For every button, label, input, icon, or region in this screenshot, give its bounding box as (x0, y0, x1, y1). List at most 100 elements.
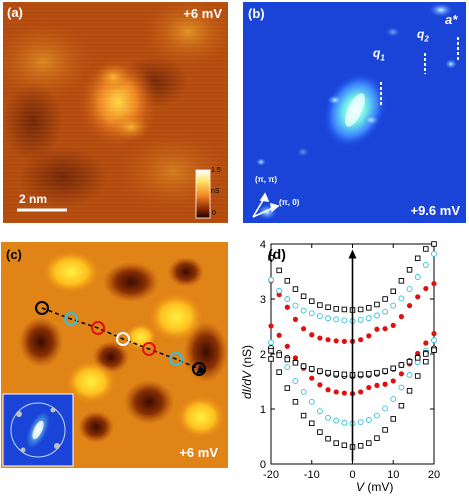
linecut-path (41, 307, 200, 370)
data-point (366, 371, 372, 377)
linecut-point-center (116, 332, 130, 346)
data-point (300, 307, 307, 314)
data-point (325, 414, 332, 421)
data-point (373, 312, 380, 319)
data-point (301, 326, 307, 332)
y-axis-unit: (nS) (240, 344, 254, 368)
y-tick-label: 1 (260, 404, 266, 416)
data-point (431, 241, 437, 247)
panel-c-bias: +6 mV (179, 445, 218, 460)
data-point (423, 340, 429, 346)
data-point (284, 343, 290, 349)
data-point (268, 323, 274, 329)
colorbar-unit: nS (211, 188, 220, 195)
data-point (268, 276, 274, 283)
x-axis-unit: (mV) (367, 480, 394, 494)
data-point (292, 377, 299, 384)
axis-arrows (252, 192, 280, 218)
y-tick-label: 3 (260, 294, 266, 306)
data-point (390, 378, 396, 384)
data-point (292, 316, 299, 322)
data-point (366, 440, 372, 446)
axis-pi-0-label: (π, 0) (279, 198, 300, 207)
data-point (390, 416, 396, 422)
data-point (341, 306, 348, 313)
colorbar (195, 169, 211, 219)
data-point (398, 362, 405, 368)
data-point (414, 255, 421, 262)
data-point (284, 356, 291, 363)
data-point (374, 435, 380, 441)
data-point (398, 278, 405, 284)
data-point (268, 356, 274, 362)
data-point (390, 288, 396, 295)
data-point (357, 316, 364, 323)
data-point (292, 360, 299, 366)
data-point (431, 281, 437, 287)
x-tick-label: -10 (304, 469, 320, 481)
data-point (276, 267, 282, 274)
data-point (406, 286, 413, 293)
q1-label: q1 (373, 46, 385, 63)
data-point (333, 440, 339, 446)
panel-c-inset (2, 393, 74, 467)
linecut-point-cyan (169, 352, 183, 366)
data-point (398, 314, 404, 320)
y-tick-label: 0 (260, 459, 266, 471)
data-point (268, 339, 274, 346)
data-point (365, 417, 372, 423)
data-point (308, 310, 315, 317)
data-point (431, 250, 437, 257)
data-point (276, 369, 282, 375)
data-point (341, 390, 347, 396)
y-tick-label: 2 (260, 349, 266, 361)
data-point (333, 371, 339, 377)
data-point (366, 333, 372, 339)
panel-a-bias: +6 mV (183, 6, 222, 21)
data-point (431, 337, 437, 344)
data-point (366, 384, 372, 391)
data-point (374, 369, 380, 376)
data-point (268, 347, 274, 354)
data-point (382, 427, 388, 433)
data-point (382, 381, 388, 387)
data-point (414, 274, 421, 280)
data-point (333, 338, 339, 344)
data-point (431, 331, 437, 337)
panel-d-label: (d) (268, 246, 286, 262)
x-tick-label: 10 (387, 469, 399, 481)
data-point (398, 371, 404, 377)
scale-bar-label: 2 nm (19, 192, 48, 206)
data-point (358, 337, 364, 343)
data-point (292, 286, 299, 292)
data-point (268, 255, 274, 261)
data-point (333, 389, 339, 395)
data-point (406, 267, 413, 273)
linecut-point-red (142, 342, 156, 356)
data-point (415, 294, 421, 300)
data-point (358, 389, 364, 395)
data-point (333, 417, 340, 424)
y-axis-title: dI/dV (nS) (236, 332, 258, 412)
data-point (398, 402, 405, 409)
q2-label: q2 (417, 27, 429, 44)
data-point (423, 285, 429, 292)
data-point (316, 313, 323, 320)
data-point (325, 369, 331, 376)
data-point (333, 316, 340, 323)
data-point (406, 303, 413, 309)
x-tick-label: 0 (349, 469, 355, 481)
data-point (325, 435, 331, 442)
data-point (390, 302, 397, 309)
data-point (406, 358, 413, 365)
series (268, 250, 437, 324)
series (268, 337, 437, 427)
y-tick-label: 4 (260, 239, 266, 251)
data-point (292, 399, 299, 405)
data-point (300, 363, 307, 369)
data-point (382, 308, 389, 315)
data-point (382, 368, 388, 374)
data-point (325, 304, 331, 310)
data-point (365, 315, 372, 322)
panel-b-fourier-map: (b) q1 q2 a* (π, π) (π, 0) +9.6 mV (243, 2, 466, 223)
